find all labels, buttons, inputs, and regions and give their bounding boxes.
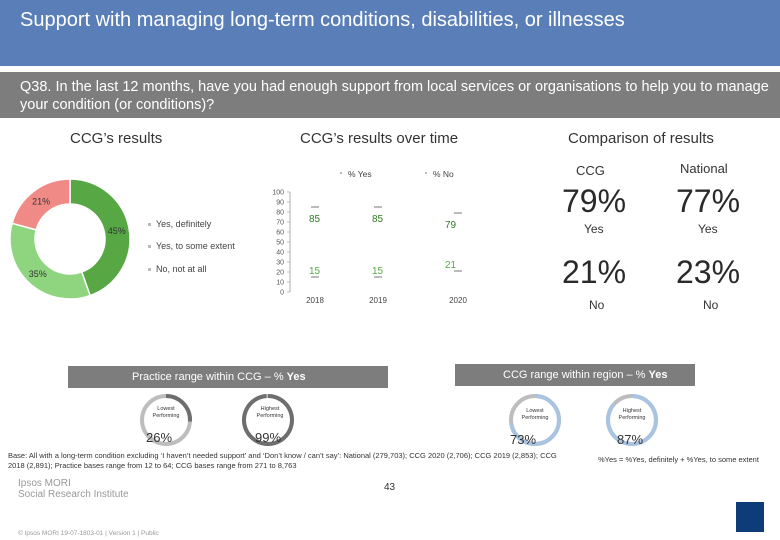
copyright: © Ipsos MORI 19-07-1803-01 | Version 1 |… bbox=[18, 530, 159, 537]
region-highest-label: Highest Performing bbox=[618, 408, 646, 421]
comparison-yes-ccg: 79% bbox=[562, 183, 627, 219]
comparison-no-national: 23% bbox=[676, 254, 741, 290]
gauge-fill-highest bbox=[606, 394, 658, 446]
legend-label-series-2: % No bbox=[433, 169, 454, 179]
region-range-gauges bbox=[509, 394, 658, 446]
series-line-2 bbox=[315, 270, 459, 278]
legend-item-not-at-all: No, not at all bbox=[148, 264, 207, 274]
data-label: 79 bbox=[445, 220, 457, 231]
y-tick-label: 30 bbox=[276, 260, 284, 267]
legend-marker bbox=[148, 268, 151, 272]
practice-lowest-label: Lowest Performing bbox=[152, 406, 180, 419]
comparison-yes-national: 77% bbox=[676, 183, 741, 219]
legend-item-some-extent: Yes, to some extent bbox=[148, 241, 235, 251]
legend-label: Yes, to some extent bbox=[156, 241, 235, 251]
y-tick-label: 90 bbox=[276, 200, 284, 207]
ipsos-badge-icon bbox=[736, 502, 764, 532]
legend-marker bbox=[340, 172, 342, 174]
data-label: 21 bbox=[445, 260, 457, 271]
slice-definitely bbox=[69, 178, 131, 297]
legend-item-definitely: Yes, definitely bbox=[148, 219, 211, 229]
x-tick-label: 2020 bbox=[449, 296, 467, 305]
region-lowest-label: Lowest Performing bbox=[521, 408, 549, 421]
practice-range-title-text: Practice range within CCG – % bbox=[132, 371, 287, 383]
logo-line-1: Ipsos MORI bbox=[18, 478, 71, 489]
legend-marker bbox=[148, 245, 151, 249]
slice-definitely-label: 45% bbox=[108, 226, 126, 236]
y-tick-label: 80 bbox=[276, 210, 284, 217]
comparison-col-ccg: CCG bbox=[576, 163, 605, 178]
ipsos-mori-logo: Ipsos MORI Social Research Institute bbox=[18, 478, 129, 500]
comparison-yes-label-ccg: Yes bbox=[584, 222, 604, 236]
slice-not-at-all-label: 21% bbox=[32, 196, 50, 206]
legend-label-series-1: % Yes bbox=[348, 169, 372, 179]
data-label: 85 bbox=[372, 214, 384, 225]
data-label: 85 bbox=[309, 214, 321, 225]
legend-marker bbox=[148, 223, 151, 227]
comparison-no-ccg: 21% bbox=[562, 254, 627, 290]
region-highest-value: 87% bbox=[617, 432, 644, 447]
section-ccg-results: CCG’s results bbox=[70, 130, 163, 147]
donut-chart: 45% 35% 21% bbox=[9, 178, 131, 300]
y-tick-label: 60 bbox=[276, 230, 284, 237]
comparison-no-label-national: No bbox=[703, 298, 719, 312]
x-tick-label: 2019 bbox=[369, 296, 387, 305]
y-tick-label: 0 bbox=[280, 290, 284, 297]
region-range-title: CCG range within region – % Yes bbox=[455, 364, 695, 386]
data-label: 15 bbox=[372, 266, 384, 277]
legend-marker bbox=[425, 172, 427, 174]
question-text: Q38. In the last 12 months, have you had… bbox=[20, 79, 769, 113]
y-tick-label: 20 bbox=[276, 270, 284, 277]
slice-some-extent bbox=[9, 222, 92, 300]
legend-label: Yes, definitely bbox=[156, 219, 212, 229]
comparison-no-label-ccg: No bbox=[589, 298, 605, 312]
practice-range-title-bold: Yes bbox=[286, 371, 306, 383]
data-label: 15 bbox=[309, 266, 321, 277]
x-tick-label: 2018 bbox=[306, 296, 324, 305]
series-line-1 bbox=[315, 206, 459, 214]
y-tick-label: 50 bbox=[276, 240, 284, 247]
practice-highest-value: 99% bbox=[255, 430, 282, 445]
region-lowest-value: 73% bbox=[510, 432, 537, 447]
section-results-over-time: CCG’s results over time bbox=[300, 130, 459, 147]
y-tick-label: 100 bbox=[272, 190, 284, 197]
gauge-fill-lowest bbox=[509, 394, 561, 446]
y-tick-label: 40 bbox=[276, 250, 284, 257]
line-chart: % Yes % No 0 10 20 30 40 50 60 70 80 90 100 2018 2019… bbox=[272, 169, 467, 305]
comparison-col-national: National bbox=[680, 161, 728, 176]
region-range-title-text: CCG range within region – % bbox=[503, 369, 649, 381]
y-tick-label: 70 bbox=[276, 220, 284, 227]
y-tick-label: 10 bbox=[276, 280, 284, 287]
slice-some-extent-label: 35% bbox=[29, 269, 47, 279]
practice-range-title: Practice range within CCG – % Yes bbox=[68, 366, 388, 388]
page-number: 43 bbox=[384, 482, 396, 493]
legend-label: No, not at all bbox=[156, 264, 207, 274]
slice-not-at-all bbox=[11, 178, 71, 231]
base-note: Base: All with a long-term condition exc… bbox=[8, 451, 557, 470]
comparison-yes-label-national: Yes bbox=[698, 222, 718, 236]
gauge-fill-lowest bbox=[165, 394, 192, 422]
gauge-fill-highest bbox=[242, 394, 294, 446]
title-bar bbox=[0, 0, 780, 66]
practice-range-gauges bbox=[140, 394, 294, 446]
logo-line-2: Social Research Institute bbox=[18, 489, 129, 500]
region-range-title-bold: Yes bbox=[648, 369, 668, 381]
page-title: Support with managing long-term conditio… bbox=[20, 9, 625, 31]
yes-definition-note: %Yes = %Yes, definitely + %Yes, to some … bbox=[598, 455, 759, 464]
question-bar bbox=[0, 72, 780, 118]
practice-highest-label: Highest Performing bbox=[256, 406, 284, 419]
section-comparison: Comparison of results bbox=[568, 130, 714, 147]
practice-lowest-value: 26% bbox=[146, 430, 173, 445]
